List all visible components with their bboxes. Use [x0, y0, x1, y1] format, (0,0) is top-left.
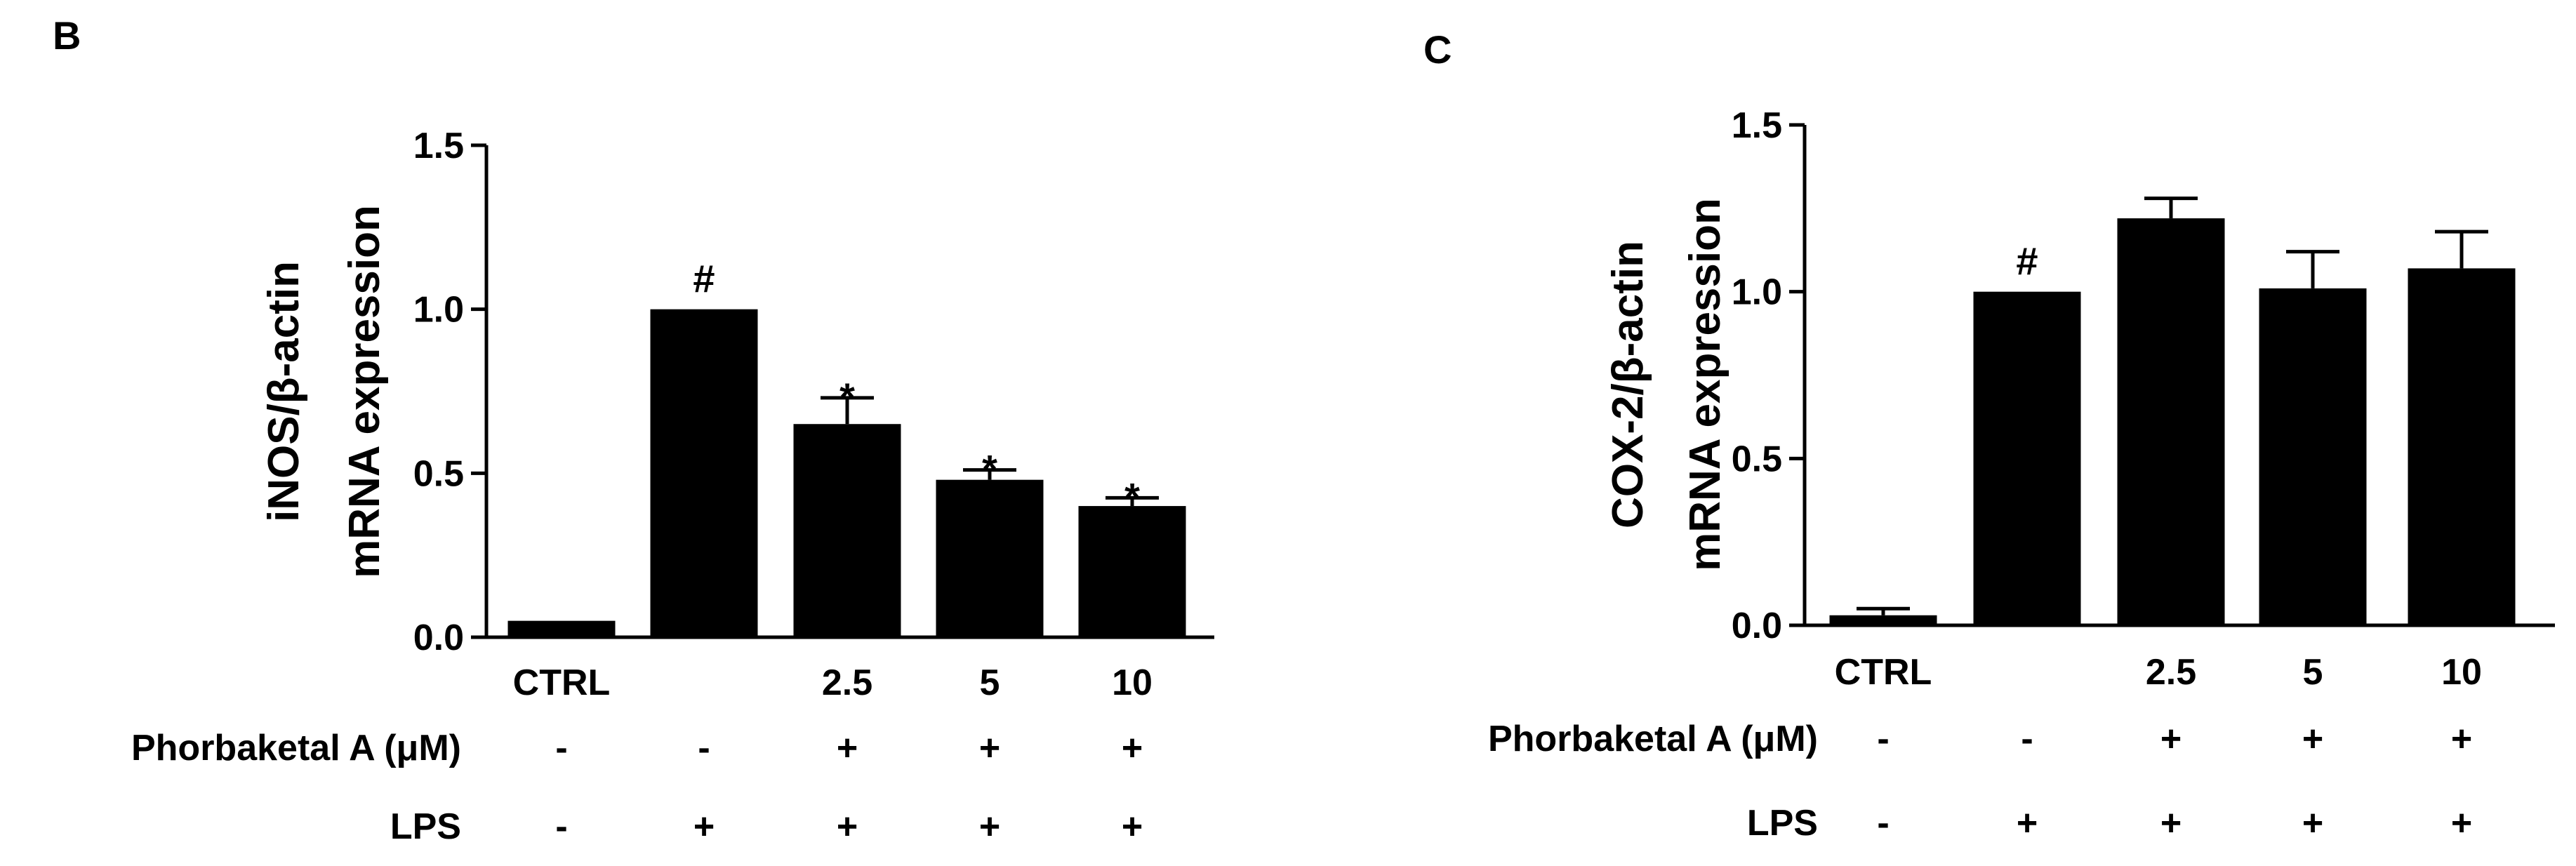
- treatment-sign: +: [2302, 803, 2323, 844]
- y-tick-label: 0.5: [413, 453, 464, 494]
- x-category-label: 5: [2303, 652, 2323, 693]
- panel-b: B 0.0 0.5 1.0 1.5 iNOS/β-actin mRNA expression…: [53, 13, 1214, 847]
- treatment-row-label: LPS: [390, 806, 461, 847]
- y-axis-title-line: mRNA expression: [1681, 198, 1729, 571]
- y-tick-label: 0.5: [1732, 439, 1782, 479]
- bar: [2408, 268, 2516, 625]
- treatment-sign: -: [2021, 719, 2033, 759]
- treatment-sign: +: [1122, 806, 1143, 847]
- treatment-sign: +: [2160, 719, 2182, 759]
- y-axis-title-line: mRNA expression: [340, 205, 389, 578]
- x-category-label: 5: [980, 662, 1000, 703]
- treatment-sign: +: [2160, 803, 2182, 844]
- bar: [793, 424, 901, 637]
- bar: [1078, 506, 1186, 637]
- treatment-sign: +: [2451, 719, 2472, 759]
- y-axis-title-line: iNOS/β-actin: [260, 261, 308, 522]
- significance-mark: *: [982, 447, 997, 491]
- x-category-label: CTRL: [513, 662, 611, 703]
- treatment-row-label: Phorbaketal A (μM): [1488, 719, 1818, 759]
- y-tick-label: 0.0: [1732, 606, 1782, 646]
- treatment-sign: +: [837, 728, 858, 768]
- treatment-sign: +: [2017, 803, 2038, 844]
- panel-label: C: [1423, 27, 1452, 72]
- panel-label: B: [53, 13, 81, 58]
- treatment-sign: +: [979, 806, 1000, 847]
- x-category-label: 2.5: [2146, 652, 2196, 693]
- treatment-sign: -: [555, 806, 567, 847]
- y-tick-label: 1.0: [413, 290, 464, 331]
- treatment-sign: -: [1877, 803, 1889, 844]
- y-tick-label: 1.0: [1732, 272, 1782, 313]
- significance-mark: *: [839, 375, 855, 419]
- treatment-sign: -: [698, 728, 710, 768]
- x-category-label: 10: [2441, 652, 2482, 693]
- significance-mark: #: [2016, 239, 2038, 284]
- y-axis-title-line: COX-2/β-actin: [1604, 241, 1652, 528]
- bar: [2117, 218, 2225, 625]
- bar: [650, 309, 758, 637]
- treatment-sign: +: [1122, 728, 1143, 768]
- bar: [507, 620, 616, 637]
- treatment-row-label: LPS: [1747, 803, 1818, 844]
- treatment-sign: +: [979, 728, 1000, 768]
- bar: [1973, 291, 2081, 625]
- bar: [936, 479, 1044, 637]
- y-tick-label: 0.0: [413, 618, 464, 658]
- treatment-sign: -: [1877, 719, 1889, 759]
- panel-c: C 0.0 0.5 1.0 1.5 COX-2/β-actin mRNA expressio…: [1423, 27, 2555, 844]
- significance-mark: *: [1124, 474, 1140, 519]
- x-category-label: CTRL: [1835, 652, 1932, 693]
- treatment-row-label: Phorbaketal A (μM): [131, 728, 461, 768]
- treatment-sign: -: [555, 728, 567, 768]
- treatment-sign: +: [693, 806, 715, 847]
- y-tick-label: 1.5: [413, 126, 464, 166]
- y-tick-label: 1.5: [1732, 105, 1782, 146]
- x-category-label: 2.5: [822, 662, 872, 703]
- treatment-sign: +: [2302, 719, 2323, 759]
- significance-mark: #: [693, 257, 715, 301]
- bar: [1829, 615, 1937, 625]
- treatment-sign: +: [837, 806, 858, 847]
- bar: [2259, 288, 2367, 625]
- x-category-label: 10: [1112, 662, 1153, 703]
- treatment-sign: +: [2451, 803, 2472, 844]
